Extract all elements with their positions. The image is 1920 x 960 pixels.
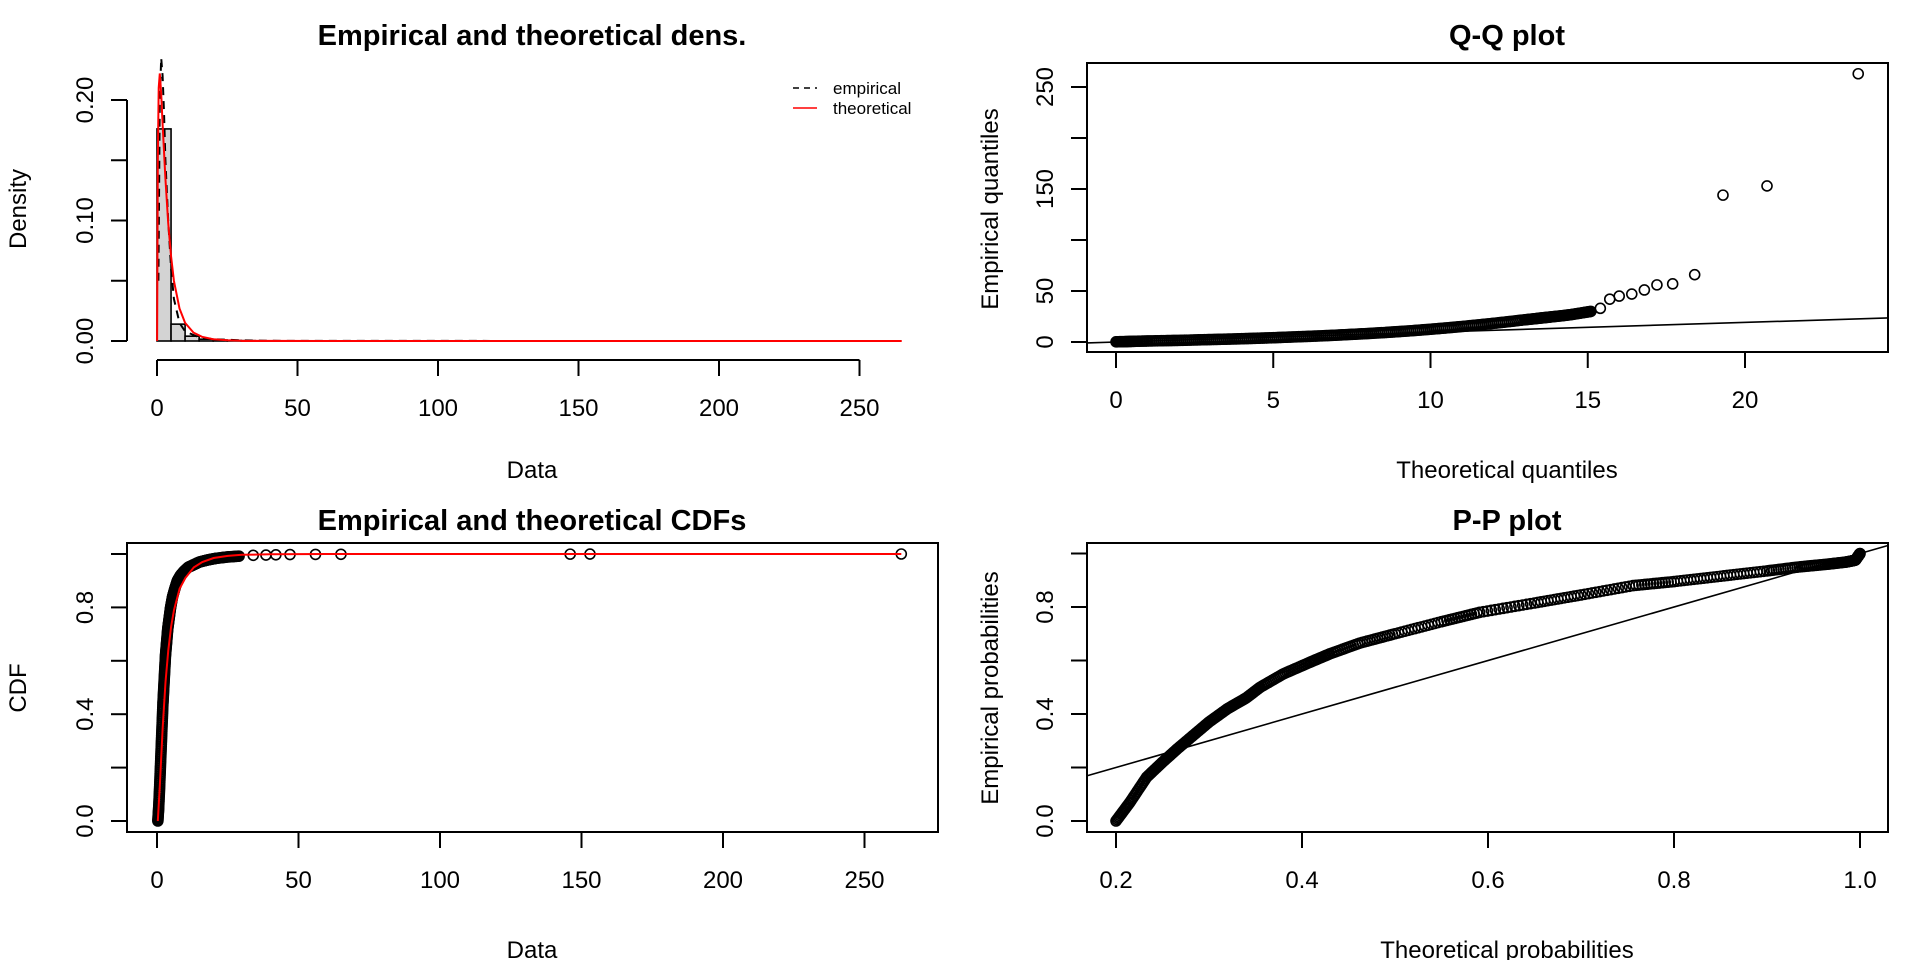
density-x-tick-label: 250	[839, 395, 879, 422]
cdf-x-tick-label: 50	[285, 867, 312, 894]
qq-x-tick-label: 10	[1417, 387, 1444, 414]
cdf-ylabel: CDF	[5, 663, 32, 712]
qq-y-tick-label: 0	[1032, 335, 1059, 348]
pp-x-tick-label: 1.0	[1843, 867, 1876, 894]
density-y-tick-label: 0.00	[72, 318, 99, 365]
pp-point	[1481, 605, 1494, 617]
qq-y-tick-label: 50	[1032, 278, 1059, 305]
pp-plot-frame	[1086, 542, 1889, 833]
pp-point	[1509, 600, 1521, 613]
histogram-bar	[184, 335, 200, 342]
cdf-x-tick-label: 0	[150, 867, 163, 894]
qq-x-tick-label: 0	[1109, 387, 1122, 414]
pp-x-tick-label: 0.2	[1099, 867, 1132, 894]
qq-point	[1761, 180, 1773, 192]
cdf-y-tick-label: 0.4	[72, 698, 99, 731]
qq-x-tick-label: 15	[1574, 387, 1601, 414]
qq-plot-frame	[1086, 62, 1889, 353]
density-panel: Empirical and theoretical dens. Density …	[5, 20, 911, 484]
cdf-x-tick-label: 200	[703, 867, 743, 894]
density-title: Empirical and theoretical dens.	[318, 20, 747, 52]
density-x-tick-label: 0	[150, 395, 163, 422]
pp-panel: P-P plot Empirical probabilities Theoret…	[977, 505, 1890, 960]
qq-point	[1594, 302, 1607, 315]
density-legend: empirical theoretical	[793, 79, 911, 118]
cdf-xlabel: Data	[507, 937, 558, 960]
cdf-title: Empirical and theoretical CDFs	[318, 505, 747, 537]
qq-ylabel: Empirical quantiles	[977, 108, 1004, 309]
qq-xlabel: Theoretical quantiles	[1396, 457, 1617, 484]
qq-y-tick-label: 250	[1032, 67, 1059, 107]
pp-point	[1477, 605, 1490, 618]
pp-point	[1513, 599, 1525, 612]
pp-point	[1854, 547, 1866, 560]
qq-point	[1717, 189, 1729, 201]
pp-y-tick-label: 0.0	[1032, 804, 1059, 837]
qq-y-tick-label: 150	[1032, 169, 1059, 209]
qq-point	[1651, 279, 1663, 291]
pp-point	[1501, 601, 1513, 614]
qq-point	[1613, 290, 1625, 302]
cdf-panel: Empirical and theoretical CDFs CDF Data …	[5, 505, 939, 960]
pp-point	[1516, 599, 1529, 611]
density-x-tick-label: 50	[284, 395, 311, 422]
pp-point	[1497, 602, 1509, 615]
density-xlabel: Data	[507, 457, 558, 484]
histogram-bar	[170, 323, 186, 342]
pp-x-tick-label: 0.8	[1657, 867, 1690, 894]
cdf-x-tick-label: 150	[561, 867, 601, 894]
pp-x-tick-label: 0.6	[1471, 867, 1504, 894]
density-x-tick-label: 200	[699, 395, 739, 422]
pp-point	[1505, 601, 1517, 613]
pp-y-tick-label: 0.8	[1032, 590, 1059, 623]
cdf-y-tick-label: 0.8	[72, 591, 99, 624]
pp-point	[1493, 603, 1506, 615]
density-x-tick-label: 100	[418, 395, 458, 422]
density-y-tick-label: 0.10	[72, 197, 99, 244]
cdf-plot-frame	[126, 542, 939, 833]
qq-point	[1666, 278, 1679, 290]
qq-point	[1625, 288, 1638, 300]
qq-point	[1688, 268, 1701, 281]
density-ylabel: Density	[5, 169, 32, 249]
qq-point	[1852, 67, 1865, 80]
density-x-tick-label: 150	[558, 395, 598, 422]
qq-point	[1603, 293, 1616, 305]
cdf-x-tick-label: 100	[420, 867, 460, 894]
qq-x-tick-label: 20	[1732, 387, 1759, 414]
pp-x-tick-label: 0.4	[1285, 867, 1318, 894]
pp-xlabel: Theoretical probabilities	[1380, 937, 1633, 960]
pp-ylabel: Empirical probabilities	[977, 571, 1004, 804]
density-y-tick-label: 0.20	[72, 77, 99, 124]
qq-reference-line	[1086, 317, 1889, 344]
qq-title: Q-Q plot	[1449, 20, 1565, 52]
qq-x-tick-label: 5	[1267, 387, 1280, 414]
qq-point	[1638, 284, 1651, 296]
pp-reference-line	[1086, 544, 1890, 777]
cdf-theoretical-line	[156, 553, 902, 822]
legend-theoretical-label: theoretical	[833, 99, 911, 118]
qq-panel: Q-Q plot Empirical quantiles Theoretical…	[977, 20, 1889, 484]
pp-point	[1489, 603, 1502, 616]
pp-point	[1524, 597, 1537, 610]
pp-point	[1485, 604, 1498, 617]
legend-empirical-label: empirical	[833, 79, 901, 98]
pp-point	[1473, 606, 1486, 619]
empirical-density-line	[157, 57, 902, 342]
theoretical-density-line	[156, 73, 902, 342]
cdf-x-tick-label: 250	[844, 867, 884, 894]
pp-title: P-P plot	[1452, 505, 1561, 537]
cdf-y-tick-label: 0.0	[72, 804, 99, 837]
pp-y-tick-label: 0.4	[1032, 697, 1059, 730]
pp-point	[1520, 598, 1533, 611]
